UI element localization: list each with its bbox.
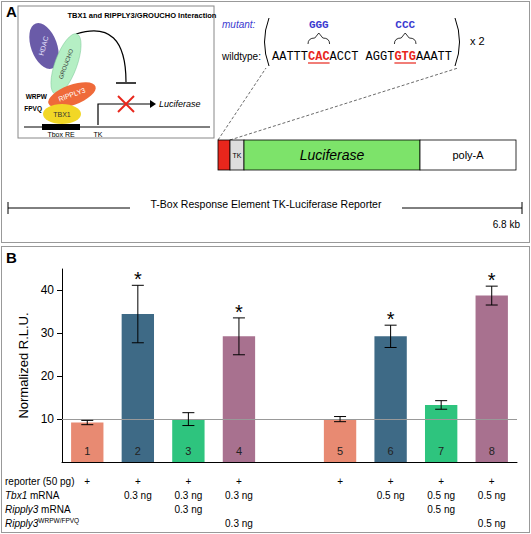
svg-text:0.5 ng: 0.5 ng <box>427 490 455 501</box>
svg-text:0.3 ng: 0.3 ng <box>174 504 202 515</box>
svg-text:+: + <box>185 476 191 487</box>
svg-text:B: B <box>6 249 17 266</box>
svg-text:Tbox RE: Tbox RE <box>47 131 75 138</box>
svg-text:40: 40 <box>41 283 55 297</box>
svg-text:Tbx1: Tbx1 <box>5 490 27 501</box>
svg-text:*: * <box>235 301 243 323</box>
svg-text:*: * <box>488 269 496 291</box>
svg-text:TK: TK <box>94 131 103 138</box>
svg-text:CAC: CAC <box>308 50 330 64</box>
svg-text:+: + <box>135 476 141 487</box>
svg-text:mRNA: mRNA <box>27 490 60 501</box>
svg-text:*: * <box>134 268 142 290</box>
svg-text:0.3 ng: 0.3 ng <box>225 490 253 501</box>
svg-text:8: 8 <box>489 445 495 457</box>
svg-text:10: 10 <box>41 412 55 426</box>
svg-text:Ripply3: Ripply3 <box>5 518 39 529</box>
svg-text:Normalized R.L.U.: Normalized R.L.U. <box>16 312 31 418</box>
svg-text:Ripply3: Ripply3 <box>5 504 39 515</box>
svg-text:GROUCHO: GROUCHO <box>58 48 74 80</box>
svg-text:+: + <box>489 476 495 487</box>
svg-text:0.5 ng: 0.5 ng <box>377 490 405 501</box>
svg-text:FPVQ: FPVQ <box>24 105 42 113</box>
svg-text:CCC: CCC <box>395 19 415 31</box>
svg-text:30: 30 <box>41 326 55 340</box>
svg-text:3: 3 <box>185 445 191 457</box>
svg-text:6: 6 <box>388 445 394 457</box>
svg-text:mutant:: mutant: <box>222 19 256 30</box>
svg-text:+: + <box>236 476 242 487</box>
svg-text:*: * <box>387 308 395 330</box>
svg-text:WRPW: WRPW <box>26 93 48 100</box>
svg-text:HDAC: HDAC <box>38 35 50 56</box>
svg-text:wildtype:: wildtype: <box>221 51 261 62</box>
svg-text:0.5 ng: 0.5 ng <box>478 490 506 501</box>
svg-text:AAATT: AAATT <box>416 50 452 64</box>
svg-text:WRPW/FPVQ: WRPW/FPVQ <box>38 517 79 525</box>
svg-text:4: 4 <box>236 445 242 457</box>
svg-text:6.8 kb: 6.8 kb <box>493 219 521 230</box>
svg-text:+: + <box>337 476 343 487</box>
svg-text:1: 1 <box>84 445 90 457</box>
svg-text:poly-A: poly-A <box>452 149 484 161</box>
svg-text:AATTT: AATTT <box>272 50 308 64</box>
svg-text:0.5 ng: 0.5 ng <box>427 504 455 515</box>
svg-text:Luciferase: Luciferase <box>159 99 201 109</box>
svg-text:ACCT AGGT: ACCT AGGT <box>330 50 395 64</box>
svg-text:+: + <box>84 476 90 487</box>
svg-text:TBX1: TBX1 <box>53 111 71 118</box>
svg-text:Luciferase: Luciferase <box>300 147 365 163</box>
svg-text:x 2: x 2 <box>470 35 485 47</box>
svg-text:TBX1 and RIPPLY3/GROUCHO Inter: TBX1 and RIPPLY3/GROUCHO Interaction <box>68 11 217 20</box>
svg-text:RIPPLY3: RIPPLY3 <box>57 86 86 102</box>
svg-text:GTG: GTG <box>394 50 416 64</box>
svg-text:+: + <box>388 476 394 487</box>
svg-text:7: 7 <box>438 445 444 457</box>
svg-text:5: 5 <box>337 445 343 457</box>
svg-text:GGG: GGG <box>309 19 329 31</box>
svg-text:0.3 ng: 0.3 ng <box>225 518 253 529</box>
svg-text:T-Box Response Element TK-Luci: T-Box Response Element TK-Luciferase Rep… <box>151 198 382 210</box>
svg-text:A: A <box>6 3 17 20</box>
svg-text:+: + <box>438 476 444 487</box>
svg-text:2: 2 <box>135 445 141 457</box>
svg-text:0.3 ng: 0.3 ng <box>124 490 152 501</box>
svg-text:20: 20 <box>41 369 55 383</box>
svg-text:TK: TK <box>233 152 242 159</box>
svg-text:0.5 ng: 0.5 ng <box>478 518 506 529</box>
svg-text:reporter (50 pg): reporter (50 pg) <box>5 476 74 487</box>
svg-text:0.3 ng: 0.3 ng <box>174 490 202 501</box>
svg-text:mRNA: mRNA <box>38 504 71 515</box>
